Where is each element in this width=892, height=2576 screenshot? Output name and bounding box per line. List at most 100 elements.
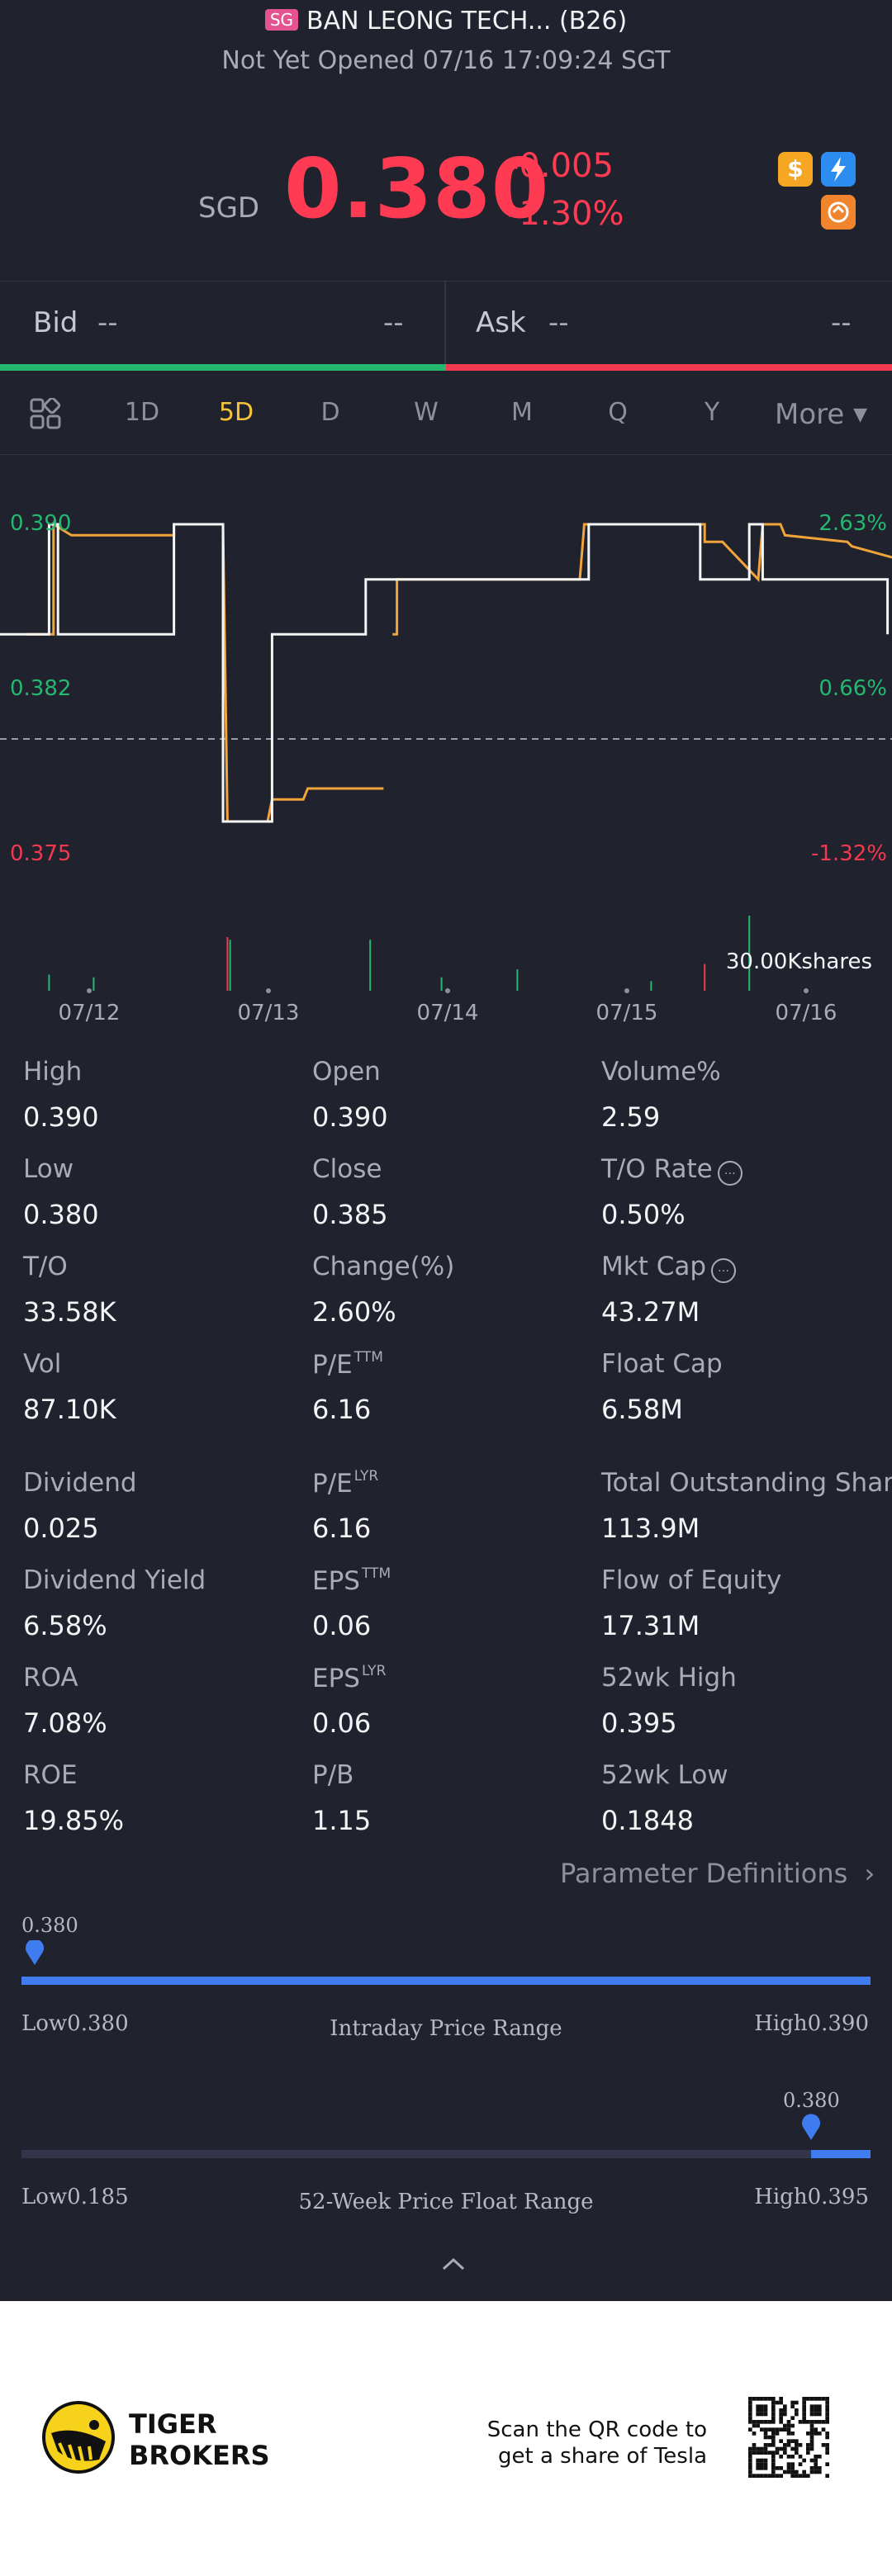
price-change-abs: -0.005: [507, 147, 614, 185]
chevron-down-icon: ▼: [853, 405, 868, 425]
bid-ratio-bar: [0, 364, 446, 371]
chart-layout-icon[interactable]: [30, 396, 63, 431]
stat-label-text: P/E: [312, 1350, 353, 1380]
x-tick-dot-2: [445, 988, 450, 993]
promo-footer: TIGER BROKERS Scan the QR code to get a …: [0, 2301, 892, 2576]
stat-label-text: T/O Rate: [601, 1154, 713, 1184]
stat-label: 52wk High: [601, 1663, 737, 1693]
stat-value: 0.50%: [601, 1199, 686, 1230]
swap-icon[interactable]: [821, 195, 856, 230]
stat-value: 2.60%: [312, 1296, 396, 1328]
stat-label: Volume%: [601, 1057, 721, 1087]
stat-label-text: Vol: [23, 1349, 62, 1379]
stat-label: T/O: [23, 1252, 68, 1281]
stat-value: 17.31M: [601, 1610, 700, 1641]
stat-label: Change(%): [312, 1252, 454, 1281]
stat-label: Total Outstanding Shares: [601, 1468, 892, 1498]
stock-title: BAN LEONG TECH... (B26): [306, 7, 628, 36]
stat-value: 113.9M: [601, 1513, 700, 1544]
y-right-tick-mid: 0.66%: [818, 676, 887, 701]
price-series-line-0: [26, 522, 384, 823]
stat-label: ROE: [23, 1760, 78, 1790]
stat-label-text: Mkt Cap: [601, 1252, 707, 1281]
stat-value: 7.08%: [23, 1707, 107, 1739]
stat-label: P/E LYR: [312, 1468, 378, 1499]
week52-range-fill: [811, 2150, 871, 2158]
x-tick-dot-1: [266, 988, 271, 993]
stat-value: 0.395: [601, 1707, 677, 1739]
ask-ratio-bar: [446, 364, 892, 371]
y-right-tick-bottom: -1.32%: [811, 841, 887, 866]
qr-code-icon[interactable]: [748, 2397, 829, 2478]
stat-label: Open: [312, 1057, 381, 1087]
stat-label: Dividend Yield: [23, 1565, 206, 1595]
tab-more[interactable]: More ▼: [775, 398, 867, 431]
y-left-tick-top: 0.390: [10, 511, 71, 536]
tab-w[interactable]: W: [414, 398, 439, 427]
lightning-icon[interactable]: [821, 152, 856, 187]
stat-value: 6.58%: [23, 1610, 107, 1641]
bid-ask-panel: Bid -- -- Ask -- --: [0, 281, 892, 364]
week52-title: 52-Week Price Float Range: [298, 2190, 594, 2214]
stat-label: Close: [312, 1154, 382, 1184]
ask-box: Ask -- --: [446, 282, 892, 364]
tab-y[interactable]: Y: [704, 398, 720, 427]
cta-line1: Scan the QR code to: [486, 2417, 707, 2442]
qr-cta: Scan the QR code to get a share of Tesla: [487, 2417, 707, 2469]
stat-label: Flow of Equity: [601, 1565, 781, 1595]
stat-label: ROA: [23, 1663, 78, 1693]
week52-range-slider: [21, 2114, 871, 2158]
stat-label: EPS LYR: [312, 1663, 386, 1693]
stat-label-text: High: [23, 1057, 83, 1087]
intraday-high: High0.390: [754, 2011, 869, 2036]
ask-size: --: [831, 306, 852, 339]
stat-label-text: P/B: [312, 1760, 354, 1790]
stat-label-text: Dividend: [23, 1468, 137, 1498]
info-icon[interactable]: …: [717, 1161, 743, 1186]
stat-label: Vol: [23, 1349, 61, 1379]
price-series-line-2: [0, 523, 890, 823]
x-tick-label-3: 07/15: [596, 1001, 658, 1025]
tab-5d[interactable]: 5D: [218, 398, 254, 427]
tab-m[interactable]: M: [511, 398, 533, 427]
x-tick-dot-0: [87, 988, 92, 993]
stat-label: Dividend: [23, 1468, 137, 1498]
bid-label: Bid: [33, 306, 78, 339]
tiger-logo-icon: [42, 2401, 115, 2474]
collapse-chevron-up-icon[interactable]: [441, 2256, 474, 2280]
stat-label-text: Low: [23, 1154, 74, 1184]
price-chart[interactable]: 0.390 0.382 0.375 2.63% 0.66% -1.32% 30.…: [0, 462, 892, 1032]
bid-size: --: [383, 306, 404, 339]
stat-label-text: Dividend Yield: [23, 1565, 206, 1595]
intraday-range-bar: [21, 1977, 871, 1985]
x-tick-label-4: 07/16: [776, 1001, 837, 1025]
tab-d[interactable]: D: [320, 398, 340, 427]
stat-value: 2.59: [601, 1101, 661, 1133]
intraday-current: 0.380: [21, 1914, 78, 1937]
y-left-tick-bottom: 0.375: [10, 841, 71, 866]
tab-more-label: More: [775, 398, 845, 431]
cta-line2: get a share of Tesla: [498, 2444, 707, 2469]
stat-label-suffix: LYR: [361, 1663, 387, 1679]
x-tick-label-2: 07/14: [417, 1001, 479, 1025]
y-right-tick-top: 2.63%: [818, 511, 887, 536]
price-change: -0.005 -1.30%: [507, 142, 624, 238]
tab-1d[interactable]: 1D: [124, 398, 160, 427]
brand-line1: TIGER: [129, 2408, 217, 2440]
brand-name: TIGER BROKERS: [129, 2408, 270, 2471]
intraday-marker-icon: [26, 1940, 44, 1965]
bid-price: --: [97, 306, 118, 339]
stat-value: 33.58K: [23, 1296, 116, 1328]
info-icon[interactable]: …: [711, 1258, 737, 1283]
parameter-definitions-link[interactable]: Parameter Definitions ›: [560, 1858, 875, 1889]
stat-label-text: 52wk Low: [601, 1760, 728, 1790]
stat-value: 6.16: [312, 1394, 372, 1425]
tab-q[interactable]: Q: [608, 398, 628, 427]
intraday-low: Low0.380: [21, 2011, 129, 2036]
stat-value: 43.27M: [601, 1296, 700, 1328]
dollar-badge-icon[interactable]: $: [778, 152, 813, 187]
stat-value: 0.390: [23, 1101, 99, 1133]
currency-label: SGD: [198, 192, 260, 225]
stat-label: Mkt Cap…: [601, 1252, 737, 1283]
stat-label-text: EPS: [312, 1566, 360, 1596]
